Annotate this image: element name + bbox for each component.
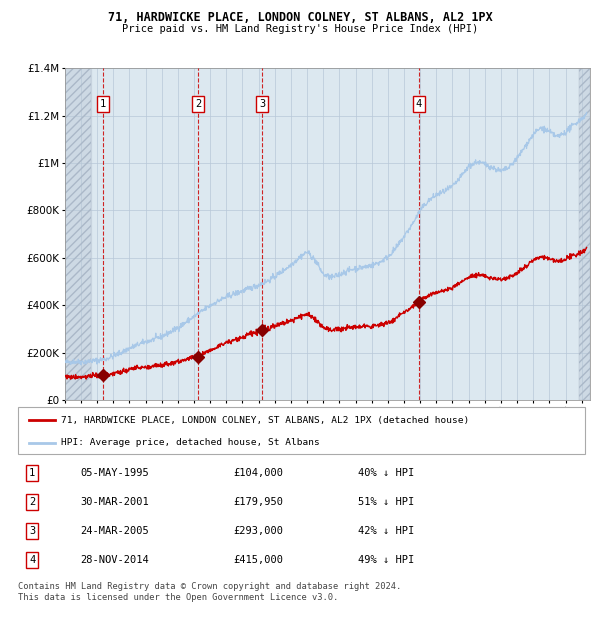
- Text: This data is licensed under the Open Government Licence v3.0.: This data is licensed under the Open Gov…: [18, 593, 338, 603]
- Text: 24-MAR-2005: 24-MAR-2005: [80, 526, 149, 536]
- Text: 51% ↓ HPI: 51% ↓ HPI: [358, 497, 415, 507]
- Bar: [65, 68, 91, 400]
- Text: 1: 1: [100, 99, 106, 108]
- Bar: [65, 68, 91, 400]
- Text: £104,000: £104,000: [233, 467, 283, 478]
- Text: £179,950: £179,950: [233, 497, 283, 507]
- Text: 71, HARDWICKE PLACE, LONDON COLNEY, ST ALBANS, AL2 1PX (detached house): 71, HARDWICKE PLACE, LONDON COLNEY, ST A…: [61, 415, 469, 425]
- Text: Contains HM Land Registry data © Crown copyright and database right 2024.: Contains HM Land Registry data © Crown c…: [18, 582, 401, 591]
- Text: 49% ↓ HPI: 49% ↓ HPI: [358, 555, 415, 565]
- Text: 4: 4: [416, 99, 422, 108]
- Text: 40% ↓ HPI: 40% ↓ HPI: [358, 467, 415, 478]
- Text: £293,000: £293,000: [233, 526, 283, 536]
- Text: 30-MAR-2001: 30-MAR-2001: [80, 497, 149, 507]
- Text: 4: 4: [29, 555, 35, 565]
- Text: 42% ↓ HPI: 42% ↓ HPI: [358, 526, 415, 536]
- Text: Price paid vs. HM Land Registry's House Price Index (HPI): Price paid vs. HM Land Registry's House …: [122, 24, 478, 33]
- Text: 1: 1: [29, 467, 35, 478]
- Text: 28-NOV-2014: 28-NOV-2014: [80, 555, 149, 565]
- Text: 3: 3: [29, 526, 35, 536]
- Text: 71, HARDWICKE PLACE, LONDON COLNEY, ST ALBANS, AL2 1PX: 71, HARDWICKE PLACE, LONDON COLNEY, ST A…: [107, 11, 493, 24]
- Bar: [579, 68, 590, 400]
- Bar: [579, 68, 590, 400]
- Text: 05-MAY-1995: 05-MAY-1995: [80, 467, 149, 478]
- Text: £415,000: £415,000: [233, 555, 283, 565]
- Text: 3: 3: [259, 99, 265, 108]
- Text: 2: 2: [195, 99, 201, 108]
- Text: HPI: Average price, detached house, St Albans: HPI: Average price, detached house, St A…: [61, 438, 319, 447]
- Text: 2: 2: [29, 497, 35, 507]
